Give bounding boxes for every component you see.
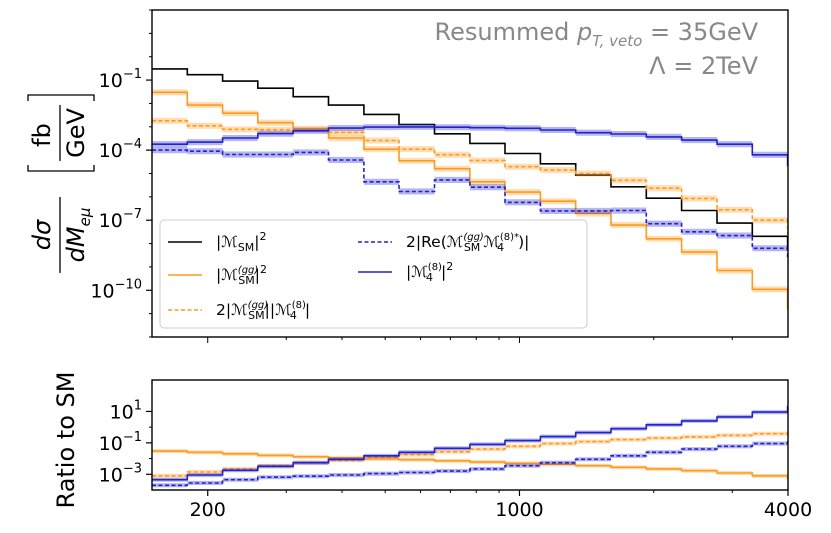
ratio-x-tick-label-2: 1000 (495, 499, 543, 521)
ylabel-bracket-left (27, 165, 95, 172)
ratio-y-tick-label-2: 10−1 (99, 430, 142, 455)
annotation-lambda: Λ = 2TeV (649, 52, 758, 80)
main-series-5-line (152, 126, 788, 167)
legend-label-2: |ℳ(gg) SM|2 (216, 263, 267, 287)
main-y-tick-label-1: 10−1 (99, 67, 142, 92)
ratio-panel: 101 10−1 10−3 200 1000 4000 Ratio to SM (52, 372, 812, 521)
legend-box (159, 219, 588, 329)
ratio-series-layer (152, 404, 788, 488)
ratio-x-tick-label-3: 4000 (764, 499, 812, 521)
ratio-series-4-line (152, 405, 788, 481)
legend-label-5: |ℳ(8) 4 |2 (406, 260, 453, 284)
legend-label-3: 2|ℳ(gg) SM||ℳ(8) 4 | (216, 300, 310, 322)
ylabel-unit-fb: fb (28, 123, 56, 147)
ratio-series-3-line (152, 439, 788, 487)
ylabel-unit-gev: GeV (62, 108, 90, 158)
main-panel: 10−1 10−4 10−7 10−10 Resummed pT, veto = 35G… (27, 9, 789, 343)
ratio-y-tick-label-1: 101 (110, 398, 142, 423)
legend: |ℳSM|2 |ℳ(gg) SM|2 2|ℳ(gg) SM||ℳ(8) 4 | 2|Re(ℳ(… (159, 219, 588, 329)
main-series-layer (152, 68, 788, 312)
main-series-1-line (152, 68, 788, 251)
main-y-tick-label-4: 10−10 (90, 277, 142, 302)
main-y-tick-label-3: 10−7 (99, 207, 142, 232)
main-series-5-band (152, 123, 788, 169)
legend-label-1: |ℳSM|2 (216, 230, 267, 254)
main-series-4-line (152, 149, 788, 260)
ratio-series-1-line (152, 450, 788, 480)
annotation-veto: Resummed pT, veto = 35GeV (435, 18, 759, 50)
main-y-tick-label-2: 10−4 (99, 137, 142, 162)
legend-label-4: 2|Re(ℳ(gg) SM ℳ(8)* 4)| (406, 232, 529, 254)
main-series-3-line (152, 120, 788, 234)
ratio-x-tick-label-1: 200 (190, 499, 226, 521)
ylabel-dsigma: dσ (28, 219, 56, 250)
main-series-2-line (152, 91, 788, 310)
ratio-series-3-band (152, 438, 788, 488)
main-y-axis-label: dσ dMeμ fb GeV (27, 94, 95, 273)
ratio-y-tick-label-3: 10−3 (99, 461, 142, 486)
ratio-plot-frame (151, 379, 789, 491)
ylabel-unit: fb GeV (27, 94, 95, 172)
ratio-y-axis-label: Ratio to SM (52, 372, 80, 509)
ylabel-dM: dMeμ (62, 208, 94, 263)
ratio-series-2-line (152, 431, 788, 477)
ylabel-bracket-right (27, 94, 95, 101)
